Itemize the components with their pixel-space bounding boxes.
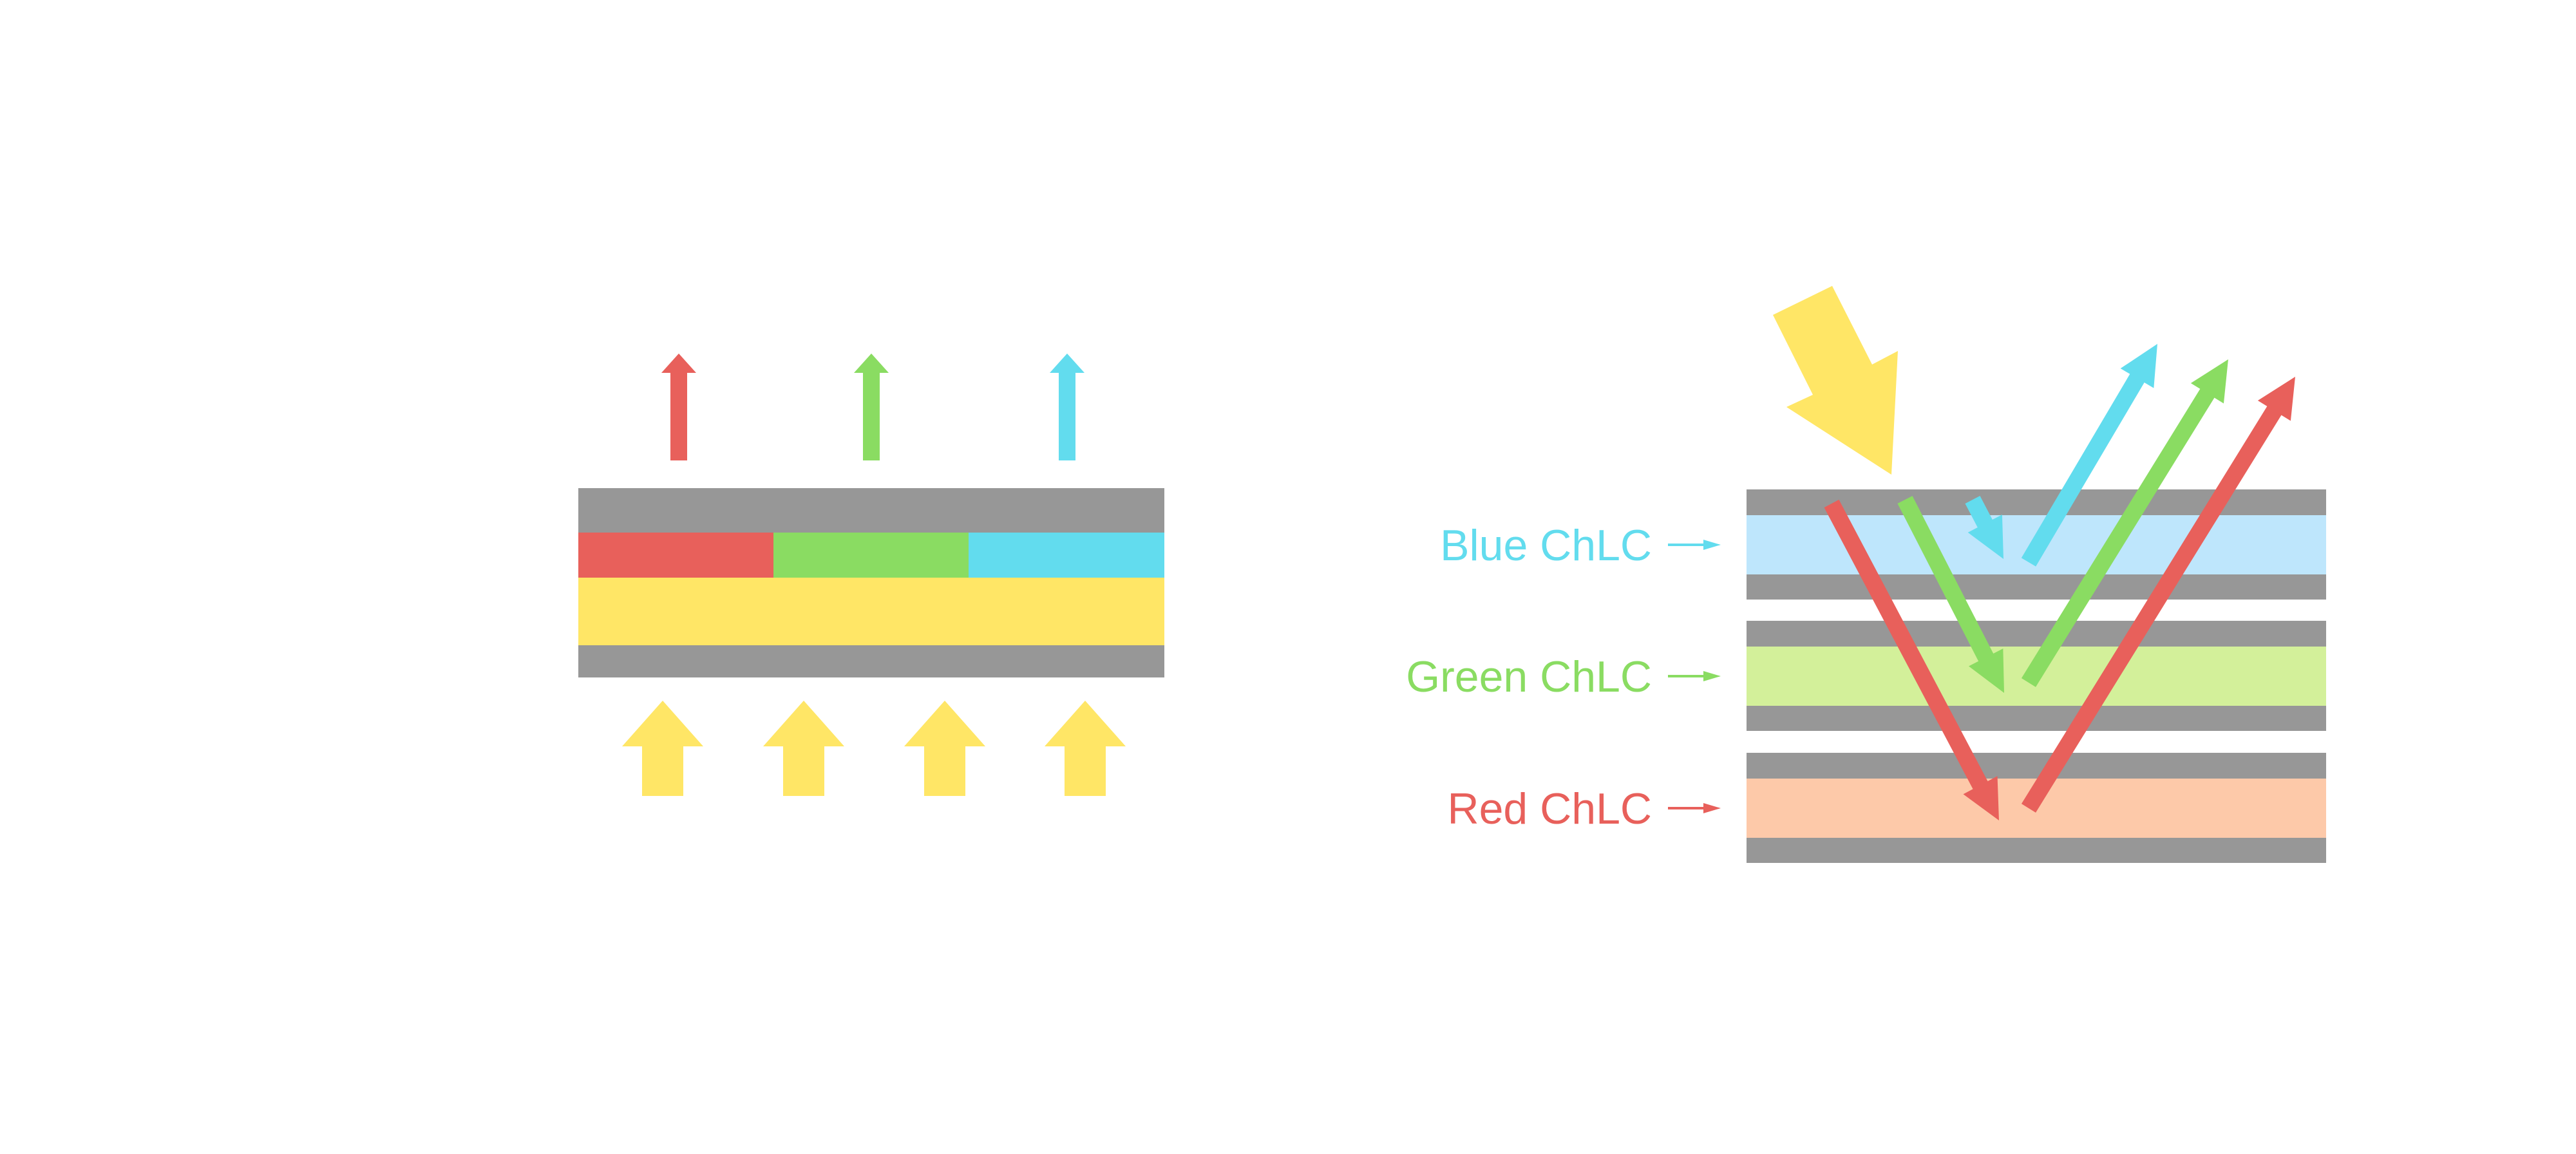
top-substrate: [1747, 753, 2326, 779]
backlight-arrow: [904, 701, 985, 796]
red-reflected-ray: [2021, 377, 2295, 813]
blue-filter: [969, 533, 1164, 578]
green-chlc-layer: Green ChLC: [1406, 621, 2326, 731]
backlight-arrow: [763, 701, 844, 796]
pointer-arrowhead-icon: [1703, 671, 1721, 681]
color-filter-display: [578, 354, 1164, 796]
chlc-stack: Blue ChLC Green ChLC Red ChLC: [1406, 286, 2326, 863]
green-chlc-label: Green ChLC: [1406, 652, 1652, 701]
pointer-arrowhead-icon: [1703, 803, 1721, 813]
top-substrate: [578, 488, 1164, 533]
green-reflected-ray: [2021, 359, 2228, 687]
bottom-substrate: [1747, 574, 2326, 600]
blue-incident-ray: [1965, 495, 2003, 559]
green-light-up-arrow: [854, 354, 889, 460]
bottom-substrate: [578, 645, 1164, 677]
backlight-arrows: [622, 701, 1126, 796]
red-incident-ray: [1824, 499, 1999, 820]
backlight-arrow: [1045, 701, 1126, 796]
green-incident-ray: [1897, 496, 2004, 693]
blue-reflected-ray: [2021, 344, 2157, 567]
bottom-substrate: [1747, 706, 2326, 731]
blue-light-up-arrow: [1050, 354, 1084, 460]
backlight-arrow: [622, 701, 703, 796]
red-light-up-arrow: [661, 354, 696, 460]
pointer-arrowhead-icon: [1703, 540, 1721, 550]
backlight-layer: [578, 578, 1164, 645]
red-filter: [578, 533, 773, 578]
reflected-light-rays: [1824, 344, 2295, 820]
incident-light-arrow: [1773, 286, 1898, 475]
red-chlc-label: Red ChLC: [1448, 784, 1653, 833]
green-filter: [773, 533, 969, 578]
blue-chlc-label: Blue ChLC: [1440, 521, 1652, 570]
top-substrate: [1747, 621, 2326, 647]
bottom-substrate: [1747, 838, 2326, 863]
red-chlc-layer: Red ChLC: [1448, 753, 2326, 863]
emitted-light-arrows: [661, 354, 1084, 460]
